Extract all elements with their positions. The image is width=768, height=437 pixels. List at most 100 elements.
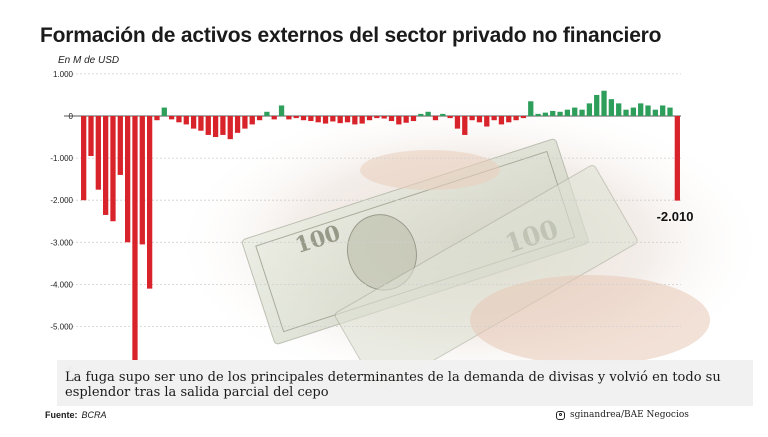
bar: [205, 116, 211, 135]
bar: [425, 111, 431, 116]
bar: [264, 111, 270, 116]
bar: [462, 116, 468, 135]
bar: [256, 116, 263, 121]
source-label: Fuente:: [45, 410, 78, 420]
last-value-label: -2.010: [657, 209, 694, 224]
bar: [440, 113, 446, 116]
bar: [484, 116, 490, 127]
bar: [616, 103, 622, 116]
bar: [139, 116, 145, 245]
y-tick-label: -4.000: [50, 280, 73, 289]
bar: [476, 116, 483, 123]
bar: [146, 116, 153, 289]
bar: [469, 116, 475, 121]
bar: [638, 103, 644, 116]
bar: [278, 105, 285, 116]
bar: [381, 116, 387, 119]
bar: [234, 116, 241, 133]
bar: [212, 116, 219, 138]
caption-text: La fuga supo ser uno de los principales …: [57, 360, 753, 406]
bar: [271, 116, 277, 120]
bar: [601, 90, 607, 116]
bar: [513, 116, 519, 121]
bar: [110, 116, 116, 222]
bar: [315, 116, 321, 123]
bar: [520, 116, 527, 119]
y-tick-label: 0: [69, 112, 74, 121]
bar: [447, 116, 453, 119]
bar: [308, 116, 314, 122]
bar: [608, 99, 615, 116]
bar: [432, 116, 439, 121]
credit-text: sginandrea/BAE Negocios: [570, 410, 689, 420]
bar: [403, 116, 409, 123]
bar: [550, 110, 556, 116]
bar: [660, 105, 666, 116]
bar: [330, 116, 336, 122]
bar: [359, 116, 365, 124]
unit-label: En M de USD: [58, 55, 120, 66]
bar: [491, 116, 497, 121]
bar: [190, 116, 197, 129]
bar: [293, 116, 299, 119]
bar: [388, 116, 395, 122]
bar: [322, 116, 329, 124]
bar: [300, 116, 307, 121]
source-value: BCRA: [81, 410, 107, 420]
bar: [249, 116, 255, 125]
bar: [95, 116, 101, 190]
y-tick-label: -3.000: [50, 238, 73, 247]
bar: [396, 116, 402, 125]
bar: [418, 113, 424, 116]
bar: [630, 107, 636, 116]
bar: [161, 107, 167, 116]
bar: [542, 112, 549, 116]
bar: [652, 109, 658, 116]
bar: [454, 116, 461, 129]
bar: [125, 116, 131, 243]
bar: [528, 101, 534, 116]
bar: [374, 116, 380, 119]
bar: [498, 116, 505, 125]
y-tick-label: -2.000: [50, 196, 73, 205]
credit-line: sginandrea/BAE Negocios: [556, 410, 689, 420]
bar: [198, 116, 204, 131]
source-line: Fuente: BCRA: [45, 410, 107, 420]
bar: [594, 94, 600, 116]
bar: [103, 116, 109, 215]
bar: [352, 116, 358, 125]
bar: [564, 109, 571, 116]
bar: [557, 111, 563, 116]
bar: [242, 116, 248, 129]
money-photo: 100 100: [170, 95, 768, 395]
bar: [535, 113, 541, 116]
bar: [579, 109, 585, 116]
bar: [117, 116, 123, 175]
bar: [623, 109, 629, 116]
y-tick-label: -1.000: [50, 154, 73, 163]
bar: [220, 116, 226, 135]
chart-title: Formación de activos externos del sector…: [40, 24, 662, 47]
bar: [88, 116, 94, 156]
bar: [674, 116, 680, 201]
bar: [81, 116, 87, 201]
bar: [645, 105, 651, 116]
bar: [410, 116, 417, 122]
bar: [132, 116, 138, 361]
bar: [506, 116, 512, 123]
bar: [183, 116, 189, 125]
bar: [168, 116, 175, 120]
bar: [572, 107, 578, 116]
bar: [337, 116, 343, 124]
bar: [286, 116, 292, 120]
bar: [344, 116, 351, 123]
bar: [154, 116, 160, 121]
bar: [176, 116, 182, 123]
y-tick-label: 1.000: [53, 70, 74, 79]
instagram-icon: [556, 410, 565, 420]
bar: [586, 103, 593, 116]
y-tick-label: -5.000: [50, 323, 73, 332]
bar: [366, 116, 373, 121]
bar: [667, 107, 673, 116]
